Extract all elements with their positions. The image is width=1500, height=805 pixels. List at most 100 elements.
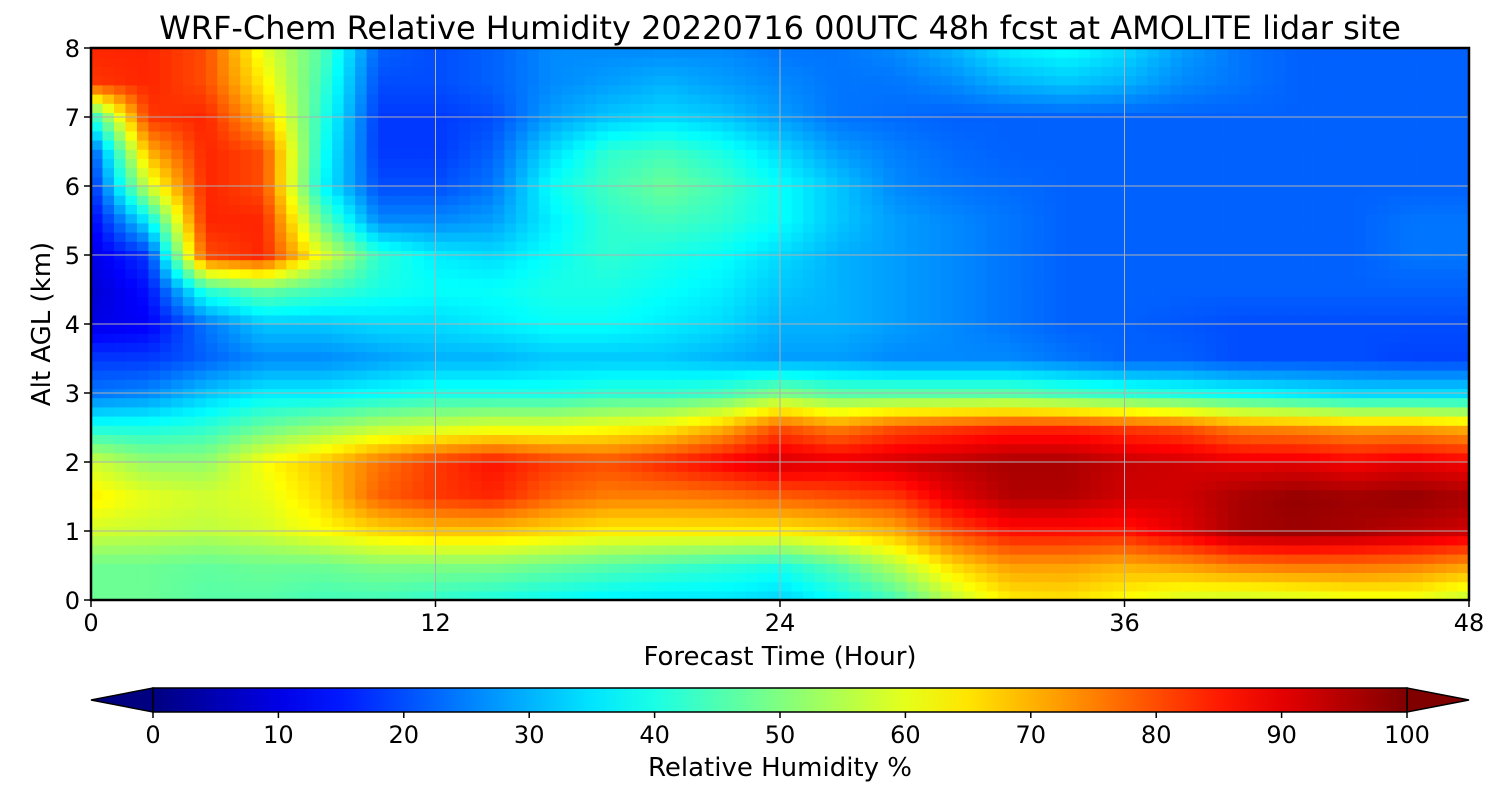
rh-cell	[1193, 508, 1206, 518]
rh-cell	[1216, 222, 1229, 233]
rh-cell	[848, 425, 861, 435]
rh-cell	[1216, 590, 1229, 600]
rh-cell	[1204, 406, 1217, 417]
rh-cell	[963, 342, 976, 353]
rh-cell	[343, 360, 356, 371]
rh-cell	[906, 213, 919, 224]
rh-cell	[814, 213, 827, 224]
rh-cell	[492, 416, 505, 426]
rh-cell	[1296, 232, 1309, 242]
rh-cell	[538, 535, 551, 546]
rh-cell	[711, 544, 724, 555]
rh-cell	[378, 590, 391, 600]
rh-cell	[102, 452, 115, 463]
rh-cell	[837, 360, 850, 371]
rh-cell	[113, 241, 127, 251]
rh-cell	[550, 517, 563, 527]
rh-cell	[952, 232, 965, 242]
rh-cell	[1411, 572, 1424, 583]
rh-cell	[1354, 406, 1367, 417]
rh-cell	[619, 351, 632, 362]
rh-cell	[194, 305, 207, 316]
rh-cell	[1135, 498, 1149, 509]
rh-cell	[596, 370, 609, 380]
rh-cell	[446, 572, 460, 583]
rh-cell	[1273, 471, 1286, 481]
rh-cell	[734, 425, 747, 435]
rh-cell	[366, 370, 379, 380]
rh-cell	[814, 434, 827, 445]
rh-cell	[148, 535, 161, 546]
rh-cell	[1124, 535, 1137, 546]
rh-cell	[596, 563, 609, 573]
rh-cell	[1377, 581, 1390, 592]
rh-cell	[458, 462, 471, 472]
rh-cell	[699, 222, 712, 233]
rh-cell	[1377, 572, 1390, 583]
rh-cell	[469, 563, 483, 573]
rh-cell	[1055, 296, 1068, 307]
rh-cell	[1124, 278, 1137, 288]
rh-cell	[102, 535, 115, 546]
rh-cell	[883, 554, 896, 564]
rh-cell	[102, 489, 115, 500]
rh-cell	[688, 351, 701, 362]
rh-cell	[802, 213, 816, 224]
rh-cell	[1273, 581, 1286, 592]
rh-cell	[653, 544, 666, 555]
rh-cell	[653, 563, 666, 573]
rh-cell	[378, 462, 391, 472]
rh-cell	[1101, 406, 1114, 417]
rh-cell	[699, 232, 712, 242]
rh-cell	[458, 406, 471, 417]
rh-cell	[1170, 379, 1183, 389]
rh-cell	[182, 554, 195, 564]
rh-cell	[791, 342, 804, 353]
rh-cell	[550, 590, 563, 600]
rh-cell	[814, 471, 827, 481]
rh-cell	[240, 563, 253, 573]
rh-cell	[504, 370, 517, 380]
rh-cell	[607, 222, 620, 233]
rh-cell	[251, 554, 264, 564]
rh-cell	[1193, 324, 1206, 334]
rh-cell	[860, 351, 873, 362]
rh-cell	[814, 296, 827, 307]
rh-cell	[182, 241, 195, 251]
rh-cell	[802, 563, 816, 573]
rh-cell	[1239, 278, 1252, 288]
rh-cell	[1308, 278, 1321, 288]
rh-cell	[642, 278, 655, 288]
rh-cell	[446, 508, 460, 518]
rh-cell	[1365, 232, 1378, 242]
rh-cell	[1319, 314, 1332, 325]
rh-cell	[263, 241, 276, 251]
rh-cell	[711, 333, 724, 343]
rh-cell	[366, 406, 379, 417]
rh-cell	[171, 324, 184, 334]
rh-cell	[1090, 544, 1103, 555]
rh-cell	[412, 370, 425, 380]
rh-cell	[837, 342, 850, 353]
rh-cell	[1113, 370, 1126, 380]
rh-cell	[1434, 425, 1447, 435]
rh-cell	[757, 554, 770, 564]
rh-cell	[538, 462, 551, 472]
rh-cell	[274, 425, 287, 435]
rh-cell	[332, 462, 345, 472]
rh-cell	[297, 535, 310, 546]
rh-cell	[745, 222, 758, 233]
rh-cell	[1319, 278, 1332, 288]
rh-cell	[171, 213, 184, 224]
rh-cell	[481, 232, 494, 242]
rh-cell	[332, 425, 345, 435]
rh-cell	[1423, 517, 1436, 527]
rh-cell	[320, 259, 333, 270]
rh-cell	[1388, 434, 1401, 445]
rh-cell	[768, 544, 781, 555]
rh-cell	[320, 489, 333, 500]
rh-cell	[711, 222, 724, 233]
rh-cell	[1170, 434, 1183, 445]
rh-cell	[814, 370, 827, 380]
rh-cell	[91, 425, 104, 435]
